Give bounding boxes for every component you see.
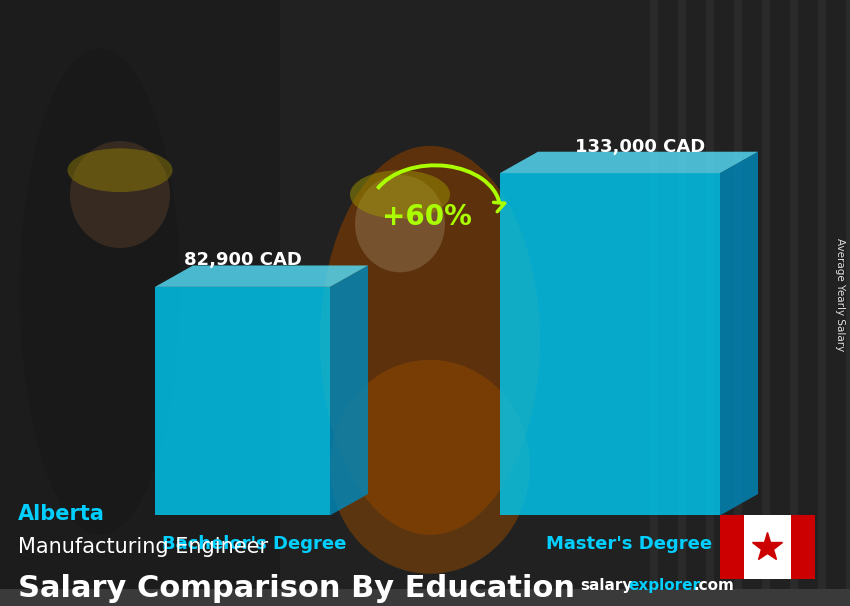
Polygon shape bbox=[500, 173, 720, 516]
Ellipse shape bbox=[350, 170, 450, 219]
Polygon shape bbox=[155, 265, 368, 287]
Text: Master's Degree: Master's Degree bbox=[546, 535, 712, 553]
Bar bbox=[762, 0, 770, 589]
Text: 82,900 CAD: 82,900 CAD bbox=[184, 251, 302, 270]
Polygon shape bbox=[330, 265, 368, 516]
Bar bbox=[650, 0, 658, 589]
Bar bbox=[678, 0, 686, 589]
Bar bbox=[790, 0, 798, 589]
Text: explorer: explorer bbox=[628, 578, 700, 593]
Ellipse shape bbox=[70, 141, 170, 248]
Polygon shape bbox=[0, 0, 850, 589]
Polygon shape bbox=[720, 152, 758, 516]
Ellipse shape bbox=[67, 148, 173, 192]
Text: Alberta: Alberta bbox=[18, 504, 105, 524]
Text: .com: .com bbox=[694, 578, 735, 593]
Polygon shape bbox=[0, 0, 280, 589]
Text: Manufacturing Engineer: Manufacturing Engineer bbox=[18, 537, 268, 557]
Bar bbox=[734, 0, 742, 589]
Polygon shape bbox=[0, 0, 850, 589]
Text: Salary Comparison By Education: Salary Comparison By Education bbox=[18, 574, 575, 603]
Polygon shape bbox=[155, 287, 330, 516]
Text: 133,000 CAD: 133,000 CAD bbox=[575, 138, 706, 156]
Text: +60%: +60% bbox=[382, 203, 472, 231]
Text: Average Yearly Salary: Average Yearly Salary bbox=[835, 238, 845, 351]
Ellipse shape bbox=[320, 146, 540, 535]
Text: salary: salary bbox=[580, 578, 632, 593]
Bar bbox=[791, 516, 815, 579]
Bar bbox=[706, 0, 714, 589]
Ellipse shape bbox=[355, 175, 445, 272]
Bar bbox=[846, 0, 850, 589]
Polygon shape bbox=[500, 152, 758, 173]
Text: Bachelor's Degree: Bachelor's Degree bbox=[162, 535, 346, 553]
Bar bbox=[818, 0, 826, 589]
Ellipse shape bbox=[20, 48, 180, 535]
Ellipse shape bbox=[330, 360, 530, 574]
Bar bbox=[720, 516, 744, 579]
Bar bbox=[720, 516, 815, 579]
